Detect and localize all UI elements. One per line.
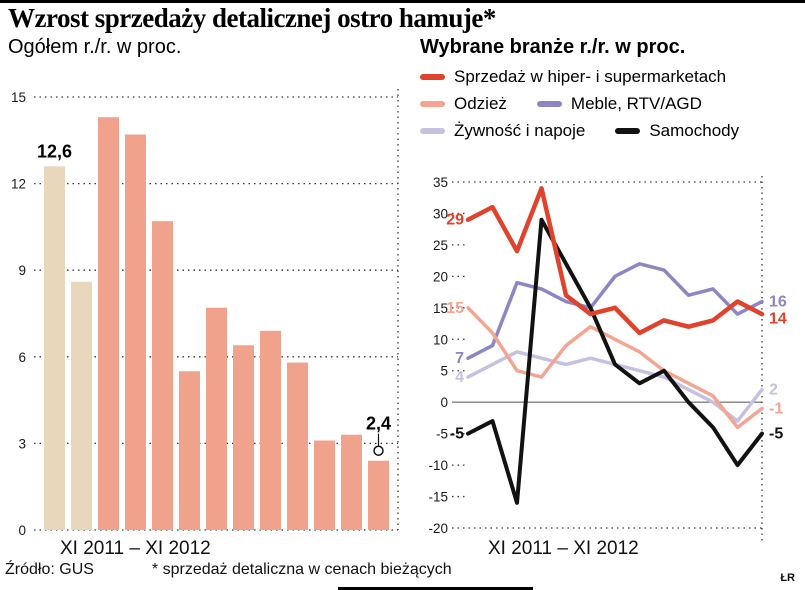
legend-swatch-zywnosc <box>420 127 445 134</box>
bar-value-label: 12,6 <box>37 141 72 161</box>
y-tick-label: 30 <box>433 206 448 221</box>
legend-item-odziez: Odzież <box>420 94 507 114</box>
line-chart-xaxis-label: XI 2011 – XI 2012 <box>488 538 639 559</box>
source-label: Źródło: GUS <box>5 561 94 578</box>
series-start-label: 29 <box>446 212 464 229</box>
series-end-label: 14 <box>769 311 787 328</box>
bar <box>71 281 92 530</box>
series-start-label: 7 <box>455 350 464 367</box>
bar <box>260 330 281 530</box>
series-line <box>466 306 764 430</box>
y-tick-label: 10 <box>433 332 448 347</box>
bar <box>98 117 119 530</box>
y-tick-label: 0 <box>18 523 26 538</box>
series-start-label: -5 <box>450 426 464 443</box>
legend-swatch-meble <box>536 100 562 107</box>
y-tick-label: 5 <box>440 364 448 379</box>
credit: ŁR <box>780 572 795 584</box>
page-title: Wzrost sprzedaży detalicznej ostro hamuj… <box>8 3 496 33</box>
footnote: * sprzedaż detaliczna w cenach bieżących <box>151 561 452 578</box>
y-tick-label: 15 <box>433 301 448 316</box>
footer: Źródło: GUS * sprzedaż detaliczna w cena… <box>5 561 452 579</box>
bar <box>314 440 335 530</box>
series-line <box>465 186 765 336</box>
series-end-label: -5 <box>769 426 783 443</box>
legend-item-meble: Meble, RTV/AGD <box>536 93 702 114</box>
legend-label: Odzież <box>454 93 507 113</box>
bar-chart-xaxis-label: XI 2011 – XI 2012 <box>60 538 211 559</box>
bar <box>287 362 308 530</box>
series-start-label: 4 <box>455 369 464 386</box>
bar-value-label: 2,4 <box>366 414 391 434</box>
legend-swatch-odziez <box>420 100 445 107</box>
y-tick-label: -20 <box>428 521 448 536</box>
top-rule <box>0 0 805 3</box>
series-line <box>466 217 764 505</box>
y-tick-label: 0 <box>440 395 448 410</box>
annotation-marker <box>373 445 384 456</box>
legend-swatch-hipermarkets <box>420 73 445 80</box>
y-tick-label: 15 <box>11 90 26 105</box>
legend-item-zywnosc: Żywność i napoje <box>420 121 585 141</box>
legend-row: Odzież Meble, RTV/AGD <box>420 90 805 117</box>
y-tick-label: 9 <box>18 263 26 278</box>
legend-row: Żywność i napoje Samochody <box>420 117 805 144</box>
y-tick-label: 3 <box>18 436 26 451</box>
y-tick-label: 12 <box>11 177 26 192</box>
legend-label: Żywność i napoje <box>454 120 586 140</box>
line-chart-subtitle: Wybrane branże r./r. w proc. <box>420 36 686 58</box>
bar <box>44 166 65 530</box>
legend-item-samochody: Samochody <box>615 121 739 141</box>
line-chart-svg: 35302520151050-5-10-15-20291574-516142-1… <box>428 175 787 542</box>
y-tick-label: 25 <box>433 238 448 253</box>
y-tick-label: 35 <box>433 175 448 190</box>
series-line <box>466 262 764 360</box>
series-end-label: -1 <box>769 400 783 417</box>
legend-label: Meble, RTV/AGD <box>570 93 702 113</box>
legend-label: Sprzedaż w hiper- i supermarketach <box>454 66 727 86</box>
bar <box>206 307 227 530</box>
bar-chart-subtitle: Ogółem r./r. w proc. <box>8 36 182 58</box>
bar <box>179 371 200 530</box>
legend-item-hipermarkets: Sprzedaż w hiper- i supermarketach <box>420 67 726 87</box>
bar <box>233 345 254 530</box>
y-tick-label: 20 <box>433 269 448 284</box>
legend-row: Sprzedaż w hiper- i supermarketach <box>420 63 805 90</box>
bar <box>152 221 173 531</box>
series-start-label: 15 <box>446 300 464 317</box>
bar <box>341 434 362 530</box>
y-tick-label: -5 <box>436 427 448 442</box>
y-tick-label: -15 <box>428 490 448 505</box>
y-tick-label: 6 <box>18 350 26 365</box>
series-end-label: 16 <box>769 294 787 311</box>
legend: Sprzedaż w hiper- i supermarketach Odzie… <box>420 63 805 144</box>
bar-chart-svg: 15 12 9 6 3 0 12,6 2,4 <box>11 89 399 538</box>
bar <box>368 460 389 530</box>
legend-label: Samochody <box>649 120 740 140</box>
series-end-label: 2 <box>769 382 778 399</box>
bottom-rule <box>338 587 533 590</box>
bar <box>125 134 146 530</box>
legend-swatch-samochody <box>615 127 641 134</box>
y-tick-label: -10 <box>428 458 448 473</box>
